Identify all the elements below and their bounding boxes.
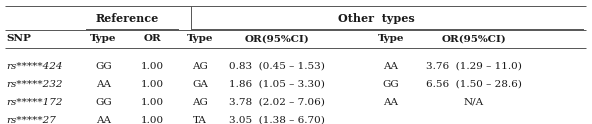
Text: SNP: SNP [6, 34, 31, 43]
Text: 6.56  (1.50 – 28.6): 6.56 (1.50 – 28.6) [426, 80, 522, 89]
Text: 3.76  (1.29 – 11.0): 3.76 (1.29 – 11.0) [426, 62, 522, 71]
Text: 1.00: 1.00 [141, 98, 165, 107]
Text: rs*****424: rs*****424 [6, 62, 62, 71]
Text: GA: GA [192, 80, 208, 89]
Text: Other  types: Other types [337, 13, 414, 24]
Text: 3.78  (2.02 – 7.06): 3.78 (2.02 – 7.06) [229, 98, 325, 107]
Text: rs*****232: rs*****232 [6, 80, 62, 89]
Text: AA: AA [96, 116, 111, 124]
Text: GG: GG [382, 80, 399, 89]
Text: OR(95%CI): OR(95%CI) [441, 34, 506, 43]
Text: Type: Type [378, 34, 404, 43]
Text: 1.00: 1.00 [141, 116, 165, 124]
Text: 1.00: 1.00 [141, 80, 165, 89]
Text: rs*****172: rs*****172 [6, 98, 62, 107]
Text: AA: AA [96, 80, 111, 89]
Text: TA: TA [193, 116, 207, 124]
Text: GG: GG [95, 62, 112, 71]
Text: OR: OR [144, 34, 162, 43]
Text: AG: AG [192, 98, 208, 107]
Text: N/A: N/A [464, 98, 484, 107]
Text: 1.00: 1.00 [141, 62, 165, 71]
Text: Reference: Reference [96, 13, 159, 24]
Text: AA: AA [383, 62, 398, 71]
Text: OR(95%CI): OR(95%CI) [244, 34, 310, 43]
Text: AG: AG [192, 62, 208, 71]
Text: 3.05  (1.38 – 6.70): 3.05 (1.38 – 6.70) [229, 116, 325, 124]
Text: GG: GG [95, 98, 112, 107]
Text: 0.83  (0.45 – 1.53): 0.83 (0.45 – 1.53) [229, 62, 325, 71]
Text: 1.86  (1.05 – 3.30): 1.86 (1.05 – 3.30) [229, 80, 325, 89]
Text: Type: Type [91, 34, 117, 43]
Text: AA: AA [383, 98, 398, 107]
Text: rs*****27: rs*****27 [6, 116, 56, 124]
Text: Type: Type [187, 34, 213, 43]
